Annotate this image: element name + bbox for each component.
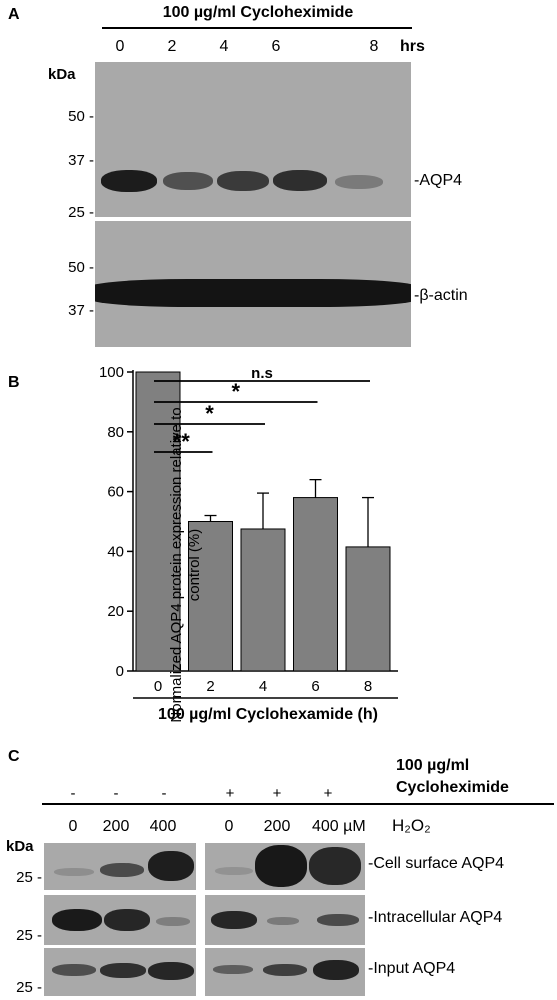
h2o2-label: H₂O₂ xyxy=(392,816,431,835)
panel-c-label: C xyxy=(8,748,20,765)
bar xyxy=(188,521,233,672)
bar xyxy=(135,371,181,672)
x-tick-label: 8 xyxy=(364,678,372,695)
panel-b-label: B xyxy=(8,374,20,391)
chx-header-line2: Cycloheximide xyxy=(396,779,509,796)
x-tick-label: 6 xyxy=(311,678,319,695)
chx-sign-2: - xyxy=(113,785,119,802)
marker-25-top: 25 - xyxy=(68,204,94,221)
marker-25-surface: 25 - xyxy=(16,869,42,886)
marker-37-bottom: 37 - xyxy=(68,302,94,319)
western-blot-aqp4 xyxy=(95,62,411,217)
marker-50-top: 50 - xyxy=(68,108,94,125)
significance-label: * xyxy=(231,379,240,404)
significance-label: ** xyxy=(173,429,191,454)
dose-label-2: 200 xyxy=(102,818,130,835)
y-tick-label: 40 xyxy=(107,543,124,560)
chx-header-line xyxy=(42,803,554,805)
marker-25-input: 25 - xyxy=(16,979,42,996)
dose-label-4: 0 xyxy=(224,818,234,835)
blot-surface-left xyxy=(44,843,196,890)
time-label-8: 8 xyxy=(369,38,379,55)
y-tick-label: 20 xyxy=(107,603,124,620)
bar xyxy=(293,497,338,672)
chx-header-line1: 100 µg/ml xyxy=(396,757,470,774)
blot-intracellular-left xyxy=(44,895,196,945)
time-label-0: 0 xyxy=(115,38,125,55)
row-label-input: -Input AQP4 xyxy=(368,960,456,977)
time-label-6: 6 xyxy=(271,38,281,55)
y-tick-label: 60 xyxy=(107,484,124,501)
blot-intracellular-right xyxy=(205,895,365,945)
y-axis-label: Normalized AQP4 protein expression relat… xyxy=(168,407,203,723)
marker-37-top: 37 - xyxy=(68,152,94,169)
chx-sign-5: + xyxy=(272,785,282,802)
marker-50-bottom: 50 - xyxy=(68,259,94,276)
x-axis-label: 100 µg/ml Cyclohexamide (h) xyxy=(158,706,378,723)
blot-input-left xyxy=(44,948,196,996)
western-blot-actin xyxy=(95,221,411,347)
y-tick-label: 80 xyxy=(107,424,124,441)
marker-25-intracellular: 25 - xyxy=(16,927,42,944)
bar xyxy=(345,546,391,672)
kda-label-c: kDa xyxy=(6,838,34,855)
actin-band-label: -β-actin xyxy=(414,287,468,304)
treatment-header-line xyxy=(102,27,412,29)
row-label-cell-surface: -Cell surface AQP4 xyxy=(368,855,505,872)
x-tick-label: 2 xyxy=(206,678,214,695)
time-label-4: 4 xyxy=(219,38,229,55)
aqp4-band-label: -AQP4 xyxy=(414,172,463,189)
time-label-2: 2 xyxy=(167,38,177,55)
significance-label: * xyxy=(205,401,214,426)
x-tick-label: 0 xyxy=(154,678,162,695)
bar xyxy=(240,528,286,672)
panel-a-label: A xyxy=(8,6,20,23)
y-tick-label: 100 xyxy=(99,364,124,381)
x-tick-label: 4 xyxy=(259,678,267,695)
treatment-header: 100 µg/ml Cycloheximide xyxy=(162,4,354,21)
significance-label: n.s xyxy=(251,365,273,382)
dose-label-6: 400 µM xyxy=(312,818,366,835)
blot-input-right xyxy=(205,948,365,996)
chx-sign-1: - xyxy=(70,785,76,802)
chx-sign-4: + xyxy=(225,785,235,802)
dose-label-5: 200 xyxy=(263,818,291,835)
blot-surface-right xyxy=(205,843,365,890)
y-tick-label: 0 xyxy=(116,663,124,680)
row-label-intracellular: -Intracellular AQP4 xyxy=(368,909,503,926)
chx-sign-3: - xyxy=(161,785,167,802)
time-unit: hrs xyxy=(400,38,425,55)
kda-label-a: kDa xyxy=(48,66,76,83)
chx-sign-6: + xyxy=(323,785,333,802)
dose-label-3: 400 xyxy=(149,818,177,835)
dose-label-1: 0 xyxy=(68,818,78,835)
